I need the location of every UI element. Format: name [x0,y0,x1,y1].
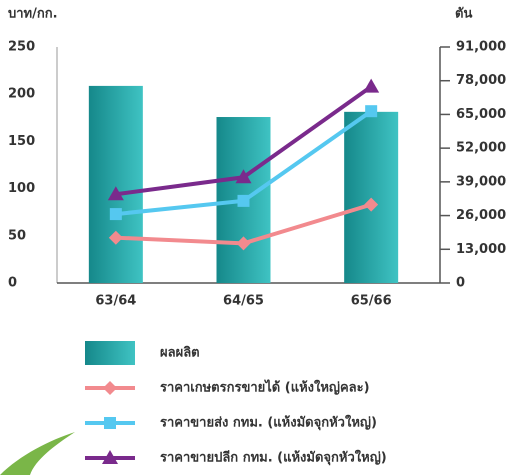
marker [235,169,252,184]
y2-tick-label: 52,000 [456,141,506,156]
marker [109,208,122,221]
y2-tick-label: 13,000 [456,242,506,257]
x-tick-label: 63/64 [95,294,136,309]
y-tick-label: 100 [8,181,35,196]
marker [107,186,124,201]
legend-marker [103,381,117,395]
marker [236,236,251,251]
y2-tick-label: 78,000 [456,73,506,88]
legend-label: ผลผลิต [160,346,200,361]
y-tick-label: 150 [8,134,35,149]
y-tick-label: 250 [8,40,35,55]
y-tick-label: 0 [8,276,17,291]
x-tick-label: 65/66 [351,294,392,309]
y2-tick-label: 65,000 [456,107,506,122]
marker [364,197,379,212]
legend-marker [104,417,116,429]
y2-tick-label: 91,000 [456,40,506,55]
y2-tick-label: 26,000 [456,208,506,223]
x-tick-label: 64/65 [223,294,264,309]
y2-tick-label: 0 [456,276,465,291]
marker [108,230,123,245]
marker [237,194,250,207]
y2-tick-label: 39,000 [456,174,506,189]
y-tick-label: 200 [8,87,35,102]
legend-marker [102,450,118,464]
leaf-decoration [0,432,75,475]
legend-swatch [85,341,135,365]
legend-label: ราคาเกษตรกรขายได้ (แห้งใหญ่คละ) [160,379,370,396]
bar [88,85,143,284]
marker [365,105,378,118]
legend-label: ราคาขายส่ง กทม. (แห้งมัดจุกหัวใหญ่) [160,414,377,431]
legend-label: ราคาขายปลีก กทม. (แห้งมัดจุกหัวใหญ่) [160,449,387,466]
y-tick-label: 50 [8,228,26,243]
marker [363,78,380,93]
y-axis-label: บาท/กก. [8,7,58,22]
y2-axis-label: ตัน [455,7,472,22]
bar [344,111,399,283]
